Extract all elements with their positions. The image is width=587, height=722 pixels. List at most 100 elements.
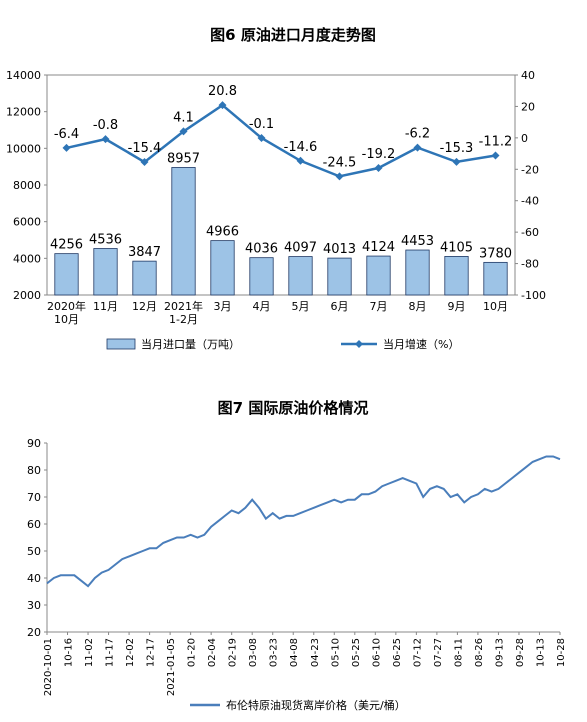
bar	[54, 253, 79, 296]
data-label: 4124	[362, 240, 395, 255]
x-tick-label: 03-23	[269, 638, 280, 667]
x-tick-label: 10-16	[64, 638, 75, 667]
data-label: 8957	[167, 151, 200, 166]
y-tick-label: 20	[27, 626, 41, 639]
data-label: -0.1	[249, 117, 274, 132]
line-marker	[374, 164, 383, 173]
x-tick-label: 10-13	[535, 638, 546, 667]
x-tick-label: 2020-10-01	[43, 638, 54, 696]
data-label: 4453	[401, 234, 434, 249]
data-label: -6.4	[54, 127, 79, 142]
bar	[405, 249, 430, 296]
line-marker	[101, 135, 110, 144]
line	[66, 103, 496, 178]
x-tick-label: 8月	[409, 300, 427, 313]
x-tick-label: 05-25	[351, 638, 362, 667]
y2-tick-label: 0	[521, 132, 528, 145]
data-label: 4036	[245, 242, 278, 257]
y-tick-label: 80	[27, 464, 41, 477]
x-tick-label: 9月	[448, 300, 466, 313]
bar	[288, 256, 313, 296]
line-marker	[257, 134, 266, 143]
y2-tick-label: 40	[521, 69, 535, 82]
y-tick-label: 70	[27, 491, 41, 504]
line-marker	[179, 127, 188, 136]
bar	[327, 257, 352, 296]
x-tick-label: 08-26	[474, 638, 485, 667]
y-tick-label: 2000	[13, 289, 41, 302]
x-tick-label: 09-28	[515, 638, 526, 667]
x-tick-label: 06-10	[371, 638, 382, 667]
x-tick-label: 08-11	[453, 638, 464, 667]
x-tick-label: 4月	[253, 300, 271, 313]
bar	[132, 260, 157, 296]
line-marker	[452, 157, 461, 166]
legend-label: 当月增速（%）	[383, 337, 459, 351]
data-label: 4.1	[173, 110, 194, 125]
legend-swatch	[355, 340, 363, 348]
x-tick-label: 01-20	[187, 638, 198, 667]
y-tick-label: 40	[27, 572, 41, 585]
legend-label: 当月进口量（万吨）	[141, 337, 240, 351]
y-tick-label: 60	[27, 518, 41, 531]
data-label: 4256	[50, 238, 83, 253]
line-marker	[491, 151, 500, 160]
y-tick-label: 12000	[6, 106, 41, 119]
x-tick-label: 04-23	[310, 638, 321, 667]
x-tick-label: 03-08	[248, 638, 259, 667]
x-tick-label: 10-28	[556, 638, 567, 667]
y-tick-label: 50	[27, 545, 41, 558]
line-marker	[62, 143, 71, 152]
x-tick-label: 10月	[483, 300, 508, 313]
data-label: -24.5	[323, 155, 357, 170]
line	[46, 455, 561, 588]
x-tick-label: 12月	[132, 300, 157, 313]
bar	[93, 248, 118, 296]
y-tick-label: 90	[27, 437, 41, 450]
y2-tick-label: -60	[521, 226, 539, 239]
x-tick-label: 2021年 1-2月	[164, 299, 203, 326]
bar	[249, 257, 274, 296]
data-label: -19.2	[362, 147, 396, 162]
data-label: 3780	[479, 246, 512, 261]
bar	[171, 167, 196, 296]
x-tick-label: 02-04	[207, 638, 218, 667]
y-tick-label: 4000	[13, 252, 41, 265]
x-tick-label: 09-13	[494, 638, 505, 667]
bar	[210, 240, 235, 296]
data-label: -14.6	[284, 140, 318, 155]
y-tick-label: 8000	[13, 179, 41, 192]
x-tick-label: 5月	[292, 300, 310, 313]
x-tick-label: 07-27	[433, 638, 444, 667]
y-tick-label: 10000	[6, 142, 41, 155]
x-tick-label: 11-17	[105, 638, 116, 667]
data-label: -0.8	[93, 118, 118, 133]
legend-swatch	[106, 338, 136, 350]
x-tick-label: 12-02	[125, 638, 136, 667]
y2-tick-label: 20	[521, 100, 535, 113]
bar	[366, 255, 391, 296]
line-marker	[296, 156, 305, 165]
data-label: 3847	[128, 245, 161, 260]
data-label: -11.2	[479, 134, 513, 149]
legend-label: 布伦特原油现货离岸价格（美元/桶）	[226, 698, 406, 712]
x-tick-label: 2020年 10月	[47, 299, 86, 326]
x-tick-label: 2021-01-05	[166, 638, 177, 696]
data-label: -6.2	[405, 127, 430, 142]
bar	[483, 261, 508, 296]
x-tick-label: 7月	[370, 300, 388, 313]
x-tick-label: 12-17	[146, 638, 157, 667]
data-label: 20.8	[208, 84, 237, 99]
chart-title: 图6 原油进口月度走势图	[210, 26, 376, 44]
y2-tick-label: -40	[521, 195, 539, 208]
data-label: 4536	[89, 233, 122, 248]
line-marker	[335, 172, 344, 181]
data-label: 4966	[206, 225, 239, 240]
x-tick-label: 07-12	[412, 638, 423, 667]
data-label: 4105	[440, 240, 473, 255]
x-tick-label: 6月	[331, 300, 349, 313]
data-label: 4097	[284, 241, 317, 256]
y-tick-label: 30	[27, 599, 41, 612]
x-tick-label: 11月	[93, 300, 118, 313]
